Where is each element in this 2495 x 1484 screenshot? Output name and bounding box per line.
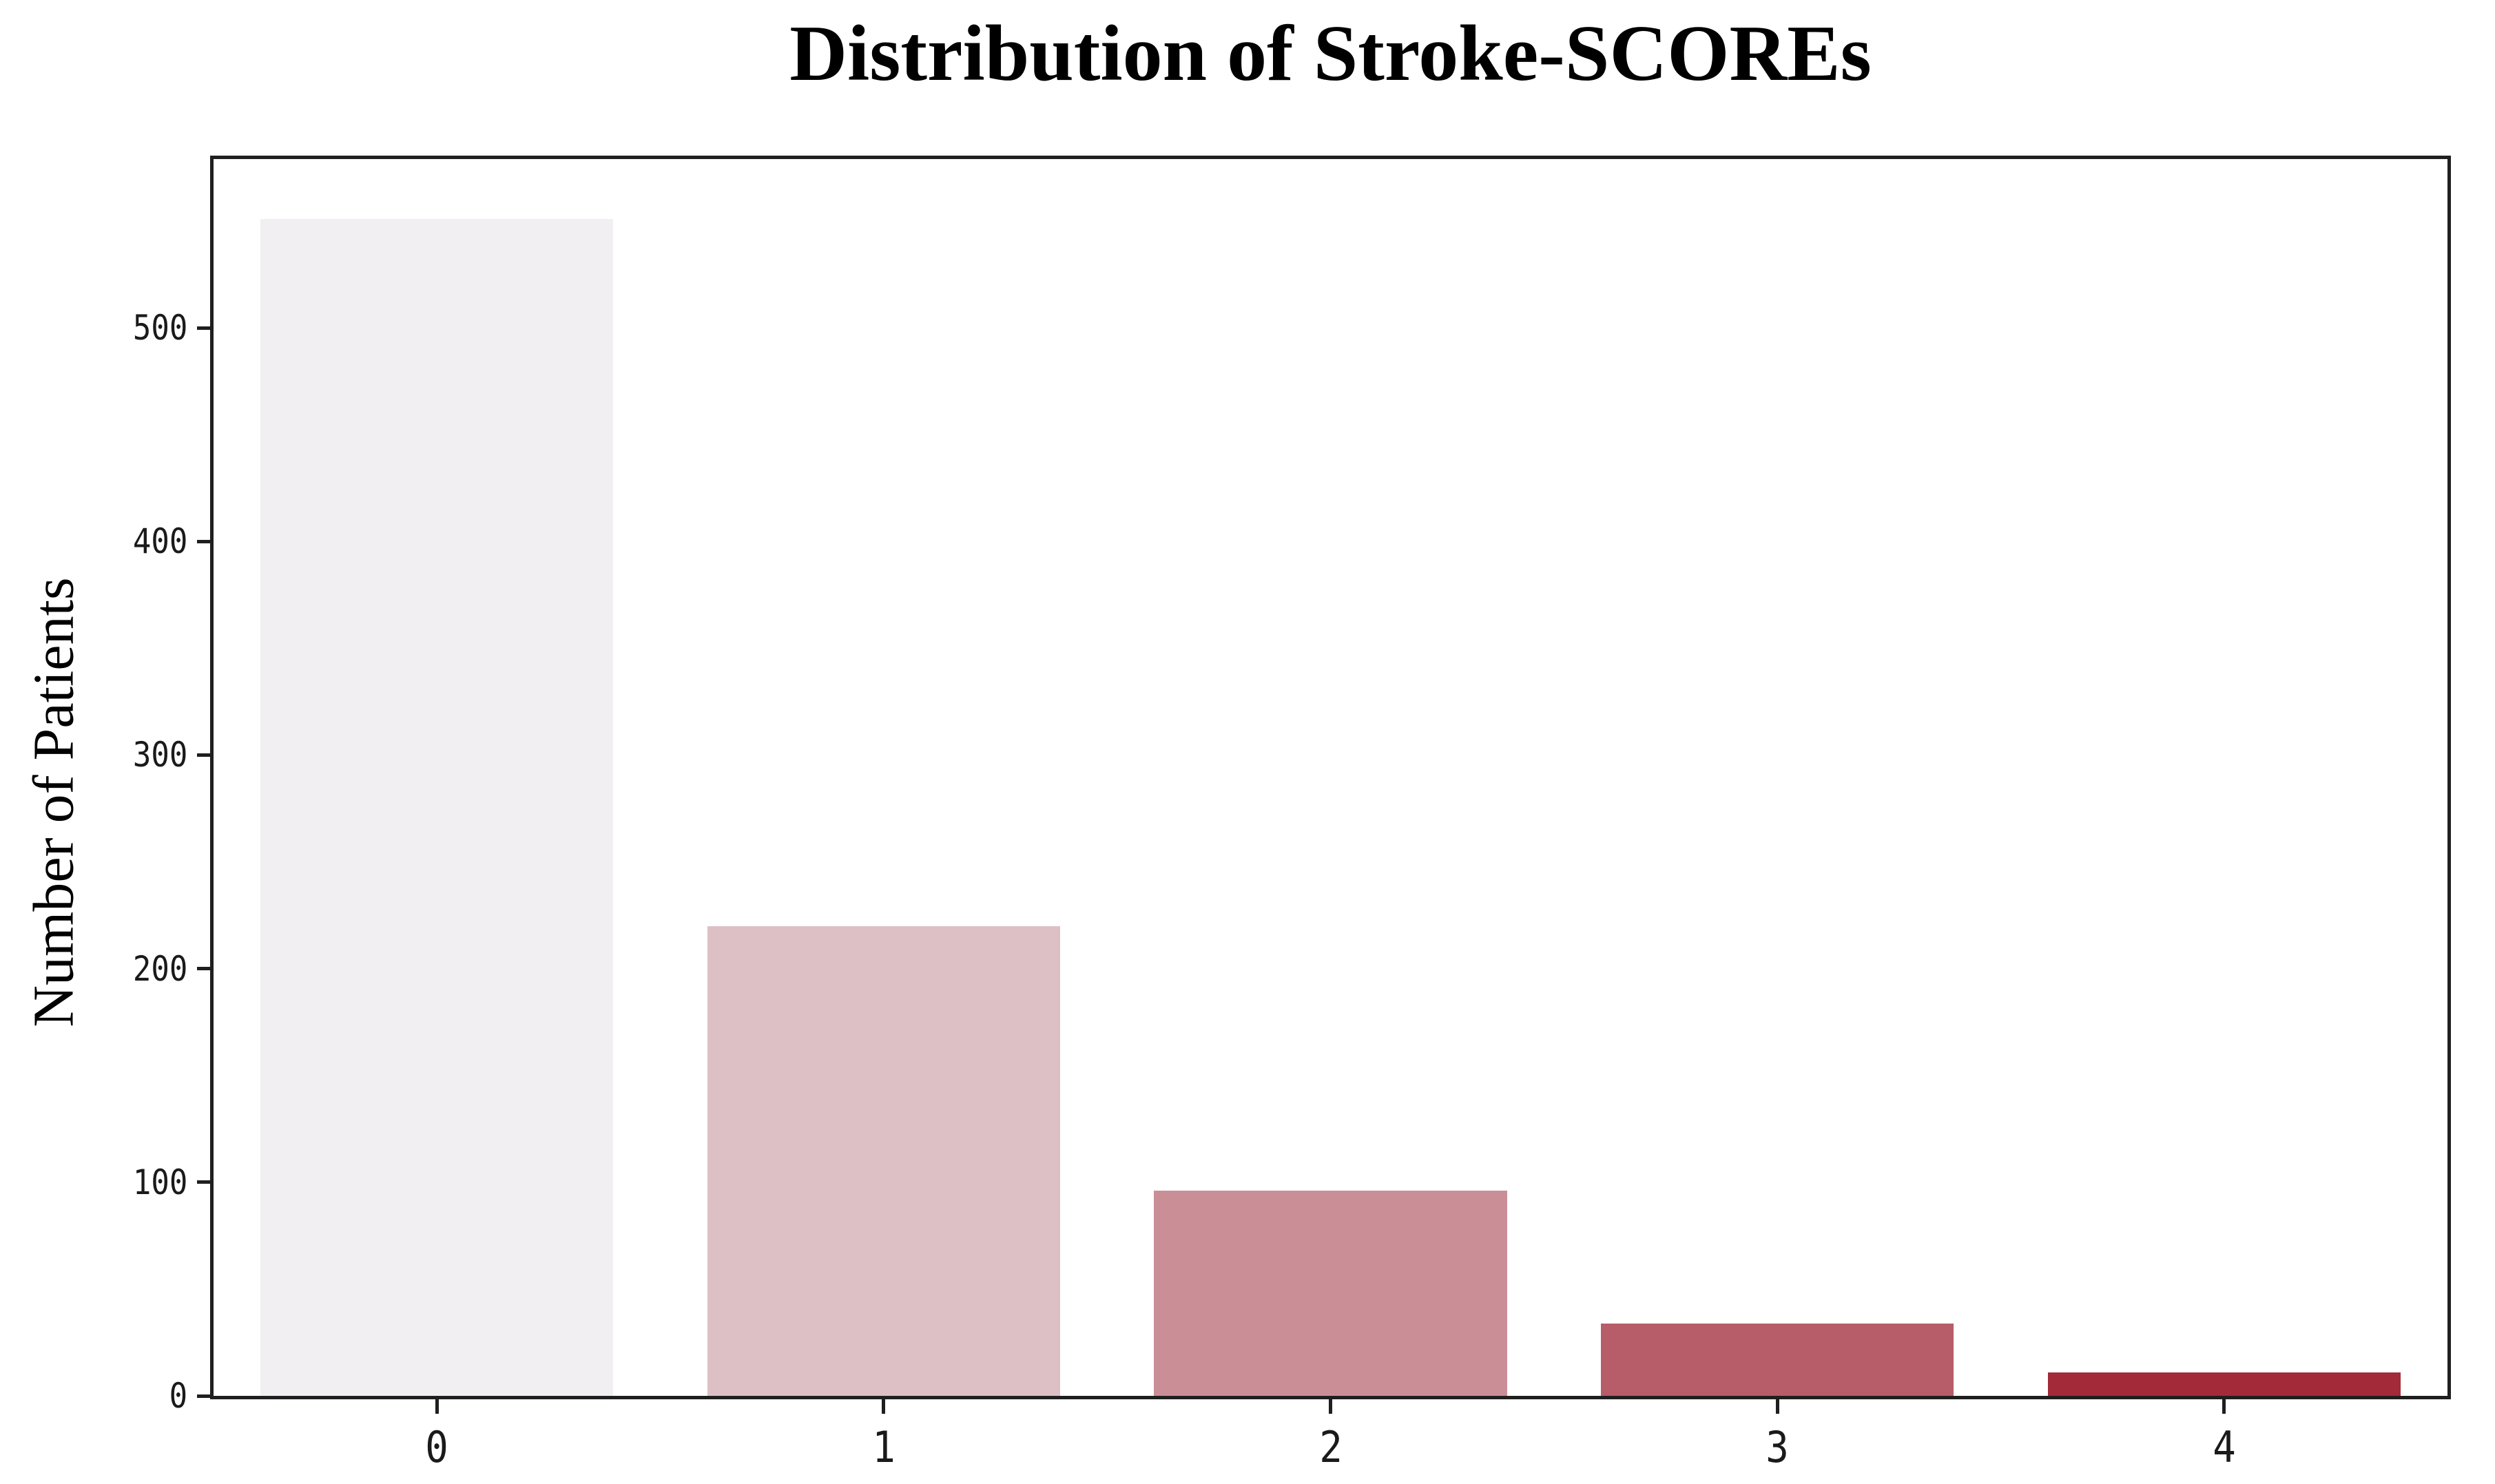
y-tick-mark	[197, 539, 214, 543]
y-tick-mark	[197, 1394, 214, 1398]
y-tick-label: 200	[132, 948, 187, 989]
bar	[707, 926, 1061, 1396]
y-tick-label: 400	[132, 521, 187, 562]
bar	[260, 218, 614, 1396]
x-tick-mark	[1329, 1396, 1332, 1414]
bar	[1600, 1323, 1954, 1396]
y-tick-mark	[197, 753, 214, 757]
bar	[1154, 1191, 1507, 1396]
plot-area: 0 100 200 300 400 500 0 1 2 3 4	[133, 156, 2451, 1469]
x-tick-mark	[882, 1396, 886, 1414]
x-tick-mark	[1775, 1396, 1779, 1414]
y-tick-label: 0	[169, 1376, 187, 1416]
x-tick-label: 2	[1318, 1422, 1343, 1472]
y-axis-title: Number of Patients	[21, 577, 86, 1027]
chart-title: Distribution of Stroke-SCOREs	[789, 10, 1872, 98]
x-tick-mark	[435, 1396, 439, 1414]
y-tick-label: 500	[132, 308, 187, 348]
x-tick-label: 0	[425, 1422, 449, 1472]
x-tick-label: 3	[1766, 1422, 1789, 1472]
y-tick-mark	[197, 967, 214, 971]
x-tick-mark	[2222, 1396, 2226, 1414]
y-tick-mark	[197, 1180, 214, 1184]
x-tick-label: 4	[2212, 1422, 2236, 1472]
y-tick-mark	[197, 326, 214, 330]
y-tick-label: 100	[132, 1162, 187, 1202]
x-tick-label: 1	[872, 1422, 895, 1472]
y-tick-label: 300	[132, 735, 187, 775]
bar	[2047, 1372, 2401, 1396]
